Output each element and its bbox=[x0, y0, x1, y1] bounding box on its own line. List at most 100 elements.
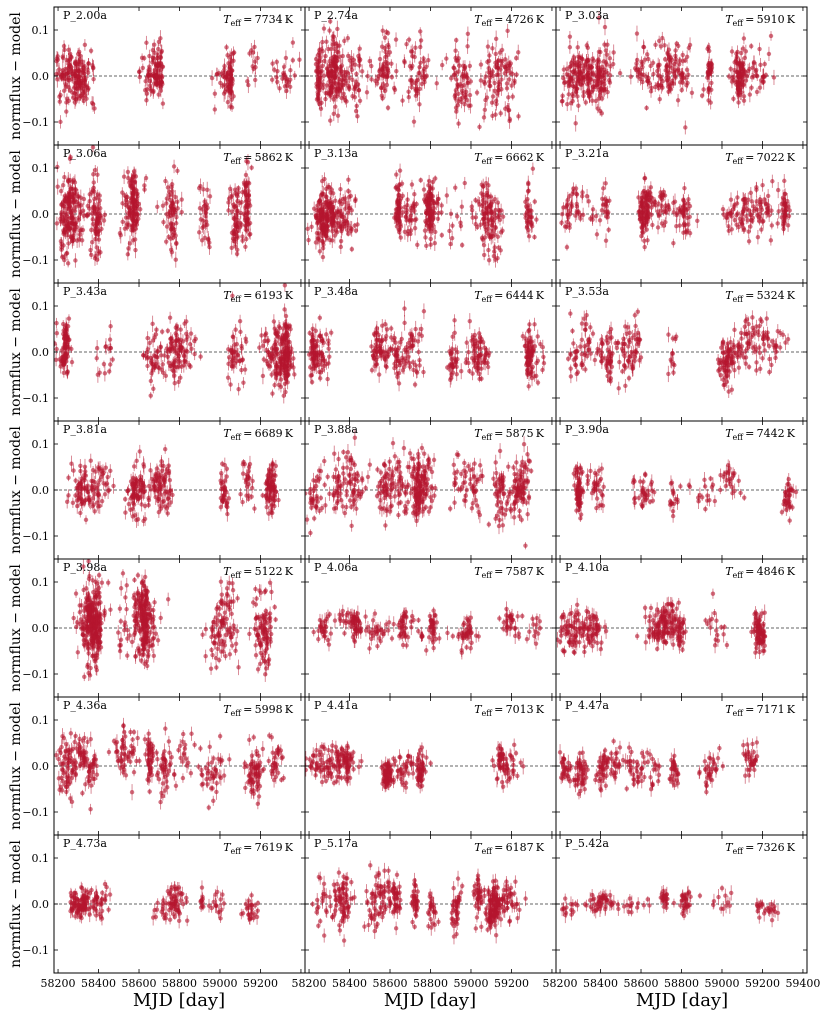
y-tick-label: −0.1 bbox=[22, 254, 49, 267]
data-point bbox=[147, 53, 152, 59]
data-point bbox=[628, 74, 634, 79]
data-point bbox=[389, 61, 394, 66]
data-point bbox=[90, 145, 96, 150]
data-point bbox=[380, 73, 386, 78]
data-point bbox=[244, 236, 249, 242]
data-point bbox=[122, 193, 127, 198]
data-point bbox=[353, 83, 359, 89]
data-point bbox=[202, 235, 208, 241]
data-point bbox=[741, 94, 747, 99]
data-point bbox=[451, 65, 457, 71]
data-point bbox=[62, 175, 67, 180]
data-point bbox=[665, 68, 670, 73]
data-point bbox=[393, 185, 398, 190]
data-point bbox=[205, 187, 210, 192]
y-tick-label: 0.0 bbox=[32, 208, 50, 221]
data-point bbox=[738, 50, 744, 56]
data-point bbox=[152, 42, 157, 47]
data-point bbox=[660, 35, 665, 41]
data-point bbox=[532, 199, 537, 204]
data-point bbox=[416, 70, 421, 76]
data-point bbox=[159, 50, 164, 55]
data-point bbox=[67, 226, 73, 231]
data-point bbox=[418, 29, 423, 34]
data-point bbox=[69, 186, 74, 191]
data-point bbox=[597, 69, 602, 74]
data-point bbox=[99, 226, 104, 232]
data-point bbox=[411, 119, 417, 124]
data-point bbox=[125, 204, 130, 209]
data-point bbox=[573, 90, 579, 95]
data-point bbox=[465, 44, 470, 49]
data-point bbox=[320, 254, 326, 260]
data-point bbox=[741, 36, 747, 41]
data-point bbox=[673, 48, 678, 53]
data-point bbox=[684, 54, 690, 60]
data-point bbox=[80, 59, 85, 64]
data-point bbox=[739, 72, 744, 77]
data-point bbox=[494, 72, 500, 78]
data-point bbox=[648, 89, 654, 94]
data-point bbox=[79, 78, 85, 83]
data-point bbox=[275, 68, 280, 74]
data-point bbox=[175, 168, 180, 174]
data-point bbox=[737, 61, 742, 67]
data-point bbox=[309, 224, 314, 229]
data-point bbox=[699, 93, 705, 98]
data-point bbox=[474, 90, 480, 95]
data-point bbox=[269, 77, 275, 82]
data-point bbox=[454, 77, 459, 82]
data-point bbox=[197, 230, 202, 235]
data-point bbox=[685, 80, 690, 86]
data-point bbox=[65, 222, 70, 227]
data-point bbox=[179, 209, 184, 215]
data-point bbox=[440, 62, 445, 68]
data-point bbox=[343, 97, 348, 103]
data-point bbox=[147, 83, 153, 88]
data-point bbox=[203, 210, 209, 216]
data-point bbox=[409, 84, 414, 90]
data-point bbox=[754, 67, 759, 73]
data-point bbox=[424, 243, 429, 249]
data-point bbox=[235, 194, 240, 199]
data-point bbox=[751, 74, 756, 79]
data-point bbox=[235, 247, 240, 252]
data-point bbox=[467, 92, 473, 98]
data-point bbox=[334, 89, 339, 95]
data-point bbox=[680, 58, 686, 64]
data-point bbox=[417, 64, 422, 70]
data-point bbox=[274, 75, 279, 80]
data-point bbox=[231, 238, 237, 244]
data-point bbox=[444, 56, 449, 61]
data-point bbox=[640, 61, 645, 66]
data-point bbox=[677, 80, 683, 85]
data-point bbox=[516, 114, 521, 119]
data-point bbox=[461, 75, 466, 80]
data-point bbox=[140, 65, 145, 71]
data-point bbox=[432, 241, 437, 246]
data-point bbox=[120, 219, 125, 224]
data-point bbox=[607, 80, 613, 85]
data-point bbox=[478, 62, 484, 67]
data-point bbox=[398, 235, 403, 240]
data-point bbox=[523, 215, 528, 220]
data-point bbox=[567, 34, 573, 39]
data-point bbox=[750, 65, 755, 70]
data-points bbox=[559, 11, 777, 135]
data-point bbox=[325, 72, 331, 77]
data-point bbox=[91, 76, 96, 82]
data-point bbox=[305, 226, 310, 232]
data-point bbox=[648, 63, 653, 69]
data-point bbox=[742, 55, 748, 61]
data-point bbox=[651, 71, 656, 77]
data-point bbox=[60, 254, 65, 260]
data-point bbox=[338, 244, 344, 250]
data-point bbox=[143, 175, 149, 181]
data-point bbox=[349, 64, 354, 69]
data-point bbox=[640, 79, 645, 85]
data-point bbox=[465, 31, 471, 36]
data-point bbox=[611, 61, 616, 67]
data-point bbox=[152, 67, 157, 73]
data-point bbox=[380, 28, 385, 33]
data-point bbox=[328, 93, 333, 98]
